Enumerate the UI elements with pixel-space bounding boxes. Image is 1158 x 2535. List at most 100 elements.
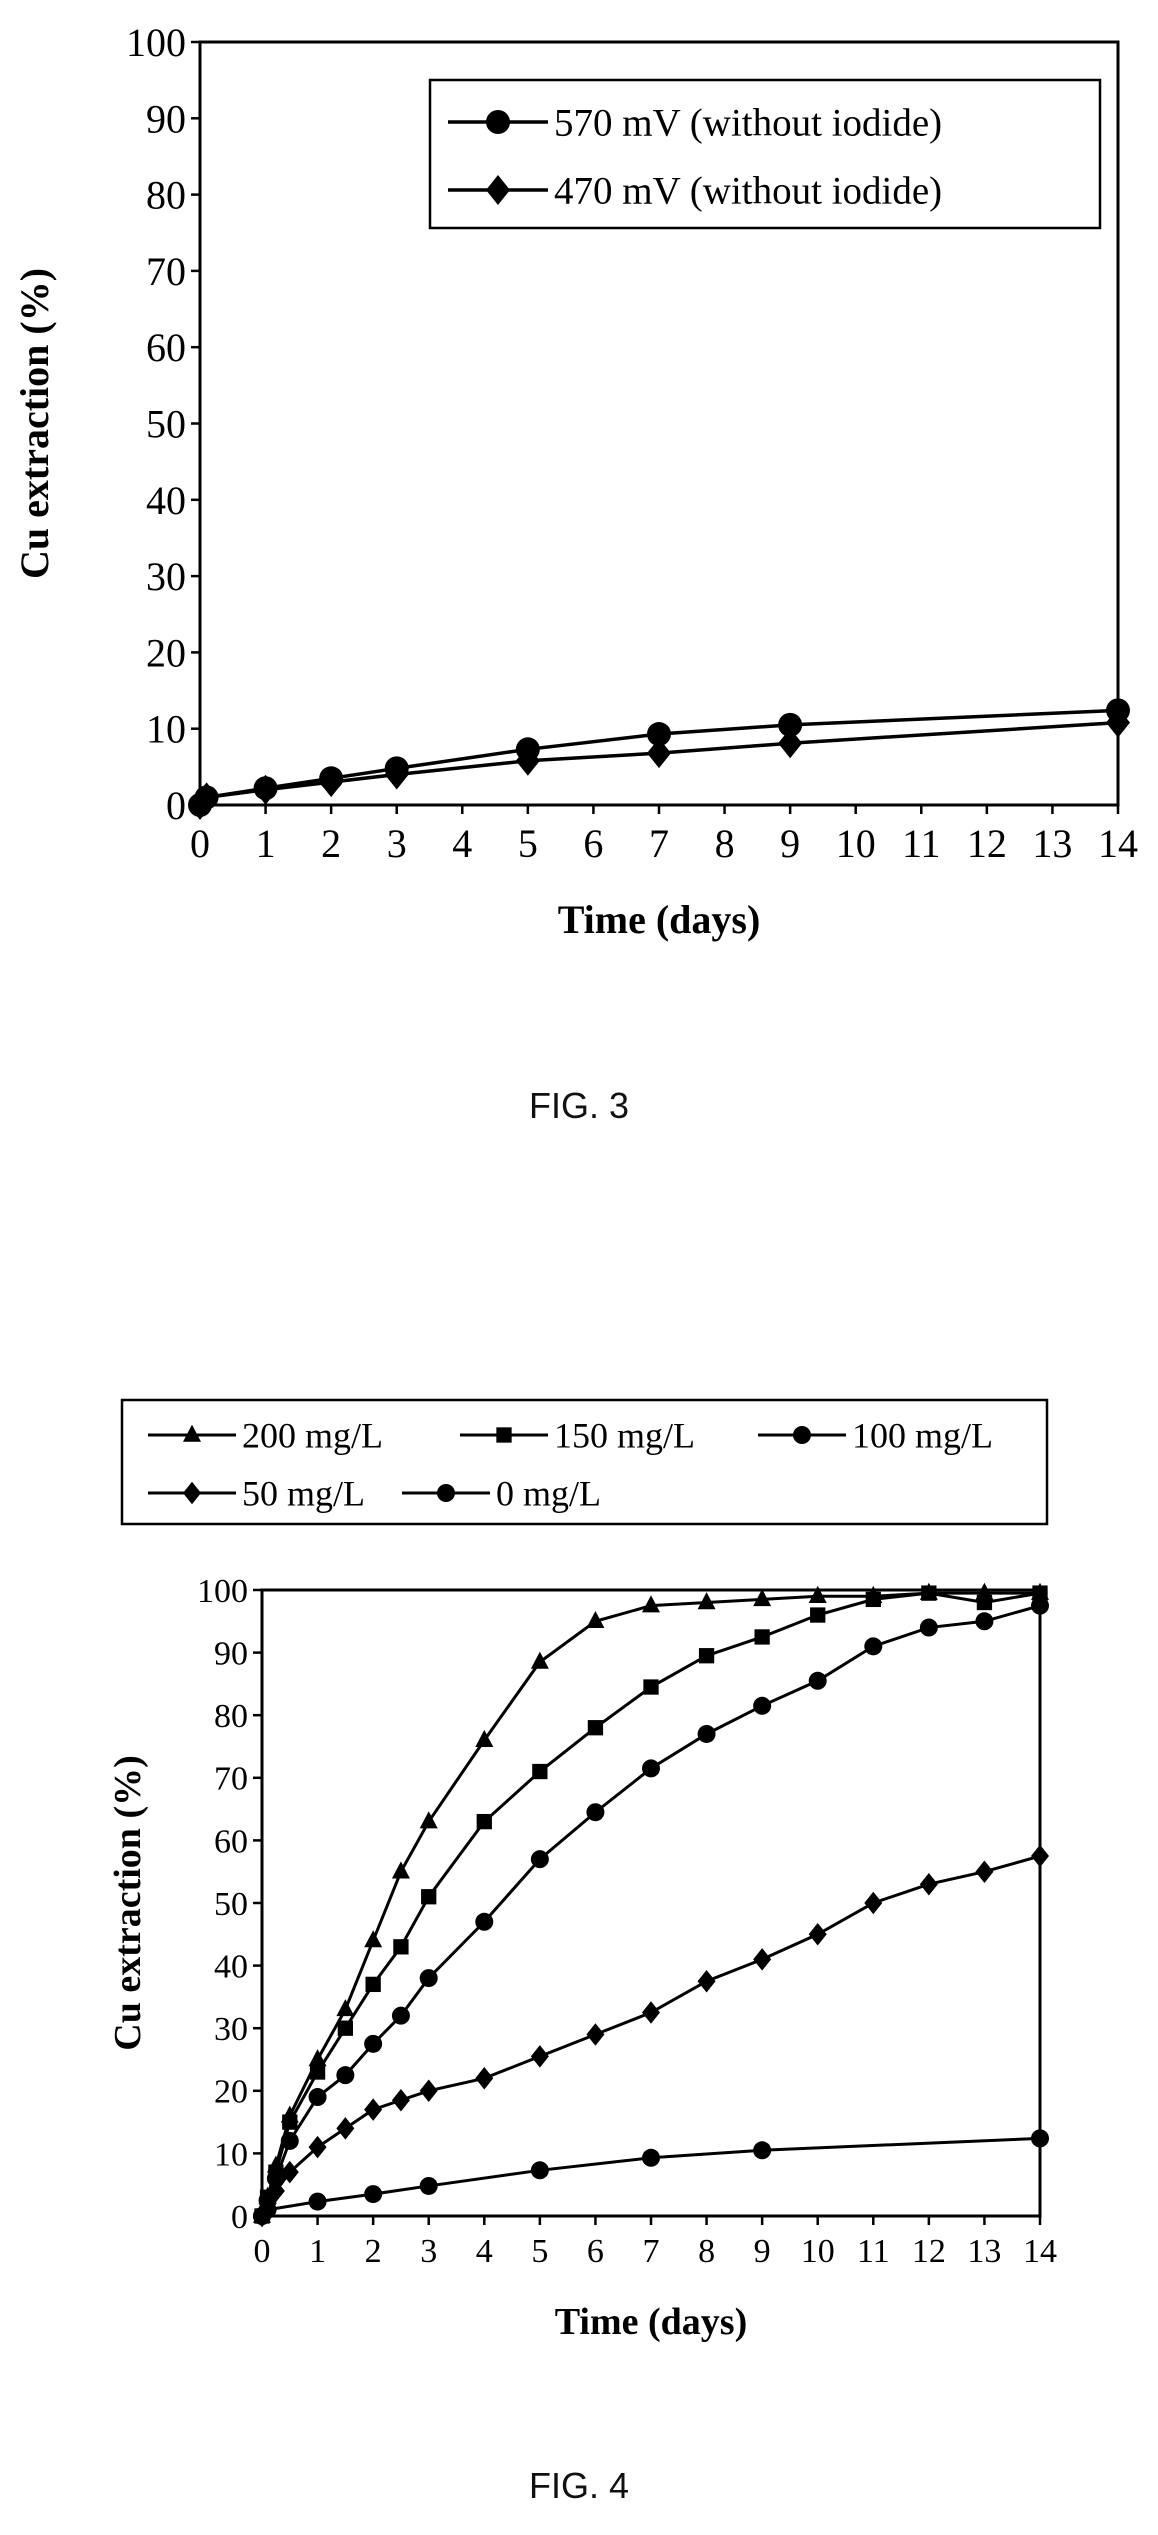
x-tick-label: 0 (254, 2233, 271, 2270)
y-tick-label: 70 (146, 249, 186, 294)
data-point (642, 1759, 660, 1778)
data-point (364, 1930, 383, 1948)
data-point (647, 722, 671, 747)
legend-marker (183, 1481, 201, 1505)
y-tick-label: 40 (146, 478, 186, 523)
y-tick-label: 0 (231, 2199, 248, 2236)
data-point (532, 1763, 548, 1780)
figure-caption: FIG. 3 (528, 1085, 630, 1126)
data-point (698, 1648, 715, 1664)
data-point (919, 1618, 938, 1637)
data-point (419, 2079, 438, 2103)
series-line (260, 1604, 1041, 2217)
series-1 (253, 1582, 1049, 2223)
legend-label: 150 mg/L (554, 1416, 695, 1456)
data-point (642, 2148, 660, 2167)
x-tick-label: 10 (801, 2233, 835, 2270)
legend-box (120, 1398, 1049, 1526)
series-2 (254, 1585, 1048, 2224)
data-point (266, 2179, 285, 2203)
data-point (975, 1860, 994, 1883)
data-point (309, 2064, 326, 2080)
legend-item: 100 mg/L (758, 1416, 993, 1456)
data-point (587, 1720, 604, 1736)
x-tick-label: 9 (754, 2233, 771, 2270)
x-tick-label: 14 (1023, 2233, 1057, 2270)
data-point (319, 767, 344, 798)
data-point (515, 745, 540, 776)
x-tick-label: 14 (1098, 821, 1138, 866)
data-point (778, 712, 803, 737)
data-point (282, 2114, 298, 2130)
x-tick-label: 10 (836, 821, 876, 866)
data-point (975, 1612, 994, 1631)
data-point (753, 1696, 772, 1715)
data-point (475, 1729, 494, 1747)
x-tick-label: 7 (649, 821, 669, 866)
figure-3: 0 10 20 30 40 50 60 70 80 90 100 0 1 2 3 4 5 6 7 8 9 10 11 12 13… (0, 0, 1158, 1230)
y-tick-label: 70 (214, 1761, 248, 1798)
legend-marker (183, 1424, 201, 1442)
data-point (365, 1976, 381, 1993)
legend-item: 570 mV (without iodide) (448, 102, 942, 145)
y-tick-label: 50 (146, 402, 186, 447)
series-3 (253, 1596, 1049, 2225)
data-point (753, 1589, 772, 1607)
data-point (280, 2160, 299, 2184)
data-point (530, 2161, 549, 2180)
y-tick-label: 60 (214, 1823, 248, 1860)
data-point (697, 1724, 716, 1743)
y-tick-label: 0 (166, 783, 186, 828)
y-axis-label: Cu extraction (%) (12, 268, 57, 579)
x-tick-label: 4 (452, 821, 472, 866)
series-5 (253, 2129, 1049, 2225)
figure-4: 0 10 20 30 40 50 60 70 80 90 100 0 1 2 3 4 5 6 7 8 9 10 11 12 13… (0, 1340, 1158, 2535)
data-point (393, 1939, 409, 1955)
data-point (1106, 707, 1130, 738)
legend-item: 50 mg/L (148, 1474, 365, 1514)
x-axis-label: Time (days) (555, 2301, 747, 2343)
x-tick-label: 4 (476, 2233, 493, 2270)
series-line (260, 1591, 1041, 2217)
data-point (419, 1811, 438, 1829)
legend-label: 200 mg/L (242, 1416, 383, 1456)
series-line (260, 1591, 1040, 2217)
x-tick-label: 2 (365, 2233, 382, 2270)
x-tick-label: 7 (643, 2233, 660, 2270)
data-point (419, 2176, 438, 2195)
data-point (476, 1813, 492, 1830)
data-point (391, 2006, 410, 2025)
data-point (1031, 1596, 1049, 1615)
data-point (586, 2023, 605, 2046)
data-point (808, 1585, 827, 1604)
data-point (280, 2131, 299, 2150)
data-point (336, 1999, 355, 2017)
y-tick-label: 90 (146, 96, 186, 141)
data-point (391, 1861, 410, 1879)
legend-marker (437, 1484, 455, 1502)
y-tick-label: 40 (214, 1949, 248, 1986)
data-point (778, 728, 803, 759)
legend-item: 0 mg/L (402, 1474, 601, 1514)
legend-box (428, 78, 1102, 230)
data-point (810, 1607, 826, 1623)
x-tick-label: 8 (698, 2233, 715, 2270)
y-tick-label: 80 (146, 173, 186, 218)
legend-item: 150 mg/L (460, 1416, 695, 1456)
data-point (1031, 2129, 1049, 2148)
data-point (194, 782, 219, 813)
x-tick-label: 9 (780, 821, 800, 866)
data-point (642, 2001, 660, 2024)
legend-item: 200 mg/L (148, 1416, 383, 1456)
x-tick-label: 13 (967, 2233, 1001, 2270)
x-tick-label: 3 (420, 2233, 437, 2270)
data-point (697, 1592, 716, 1610)
data-point (530, 2045, 549, 2068)
x-tick-label: 6 (583, 821, 603, 866)
data-point (391, 2088, 410, 2112)
data-point (1031, 1844, 1049, 1868)
figure-caption: FIG. 4 (528, 2465, 630, 2506)
data-point (1032, 1585, 1048, 1601)
